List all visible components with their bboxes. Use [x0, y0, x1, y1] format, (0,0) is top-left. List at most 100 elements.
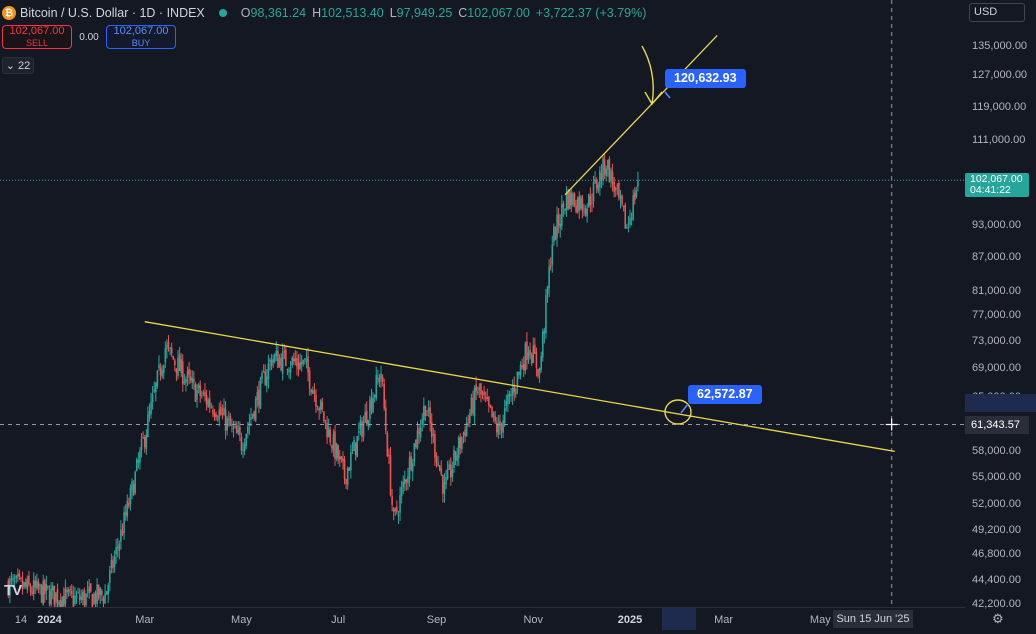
candle-body — [189, 376, 192, 381]
candle-body — [369, 399, 371, 420]
candle-body — [143, 437, 146, 447]
candle-body — [430, 422, 433, 438]
candle-body — [553, 226, 555, 242]
sell-button[interactable]: 102,067.00 SELL — [2, 25, 72, 49]
candle-body — [72, 595, 75, 607]
candle-body — [568, 190, 571, 210]
candle-body — [606, 159, 609, 170]
candle-body — [224, 409, 227, 431]
candle-body — [142, 437, 144, 439]
candle-body — [29, 586, 32, 592]
candle-body — [570, 192, 573, 206]
candle-body — [438, 465, 441, 470]
candle-body — [204, 392, 206, 396]
candle-body — [215, 414, 217, 418]
candle-body — [97, 584, 100, 599]
candle-body — [20, 578, 22, 580]
candle-body — [424, 405, 427, 417]
candle-body — [319, 400, 322, 410]
candle-body — [515, 388, 517, 395]
candle-body — [262, 371, 265, 373]
candle-body — [259, 378, 262, 409]
candle-body — [113, 556, 116, 567]
symbol-title[interactable]: Bitcoin / U.S. Dollar · 1D · INDEX — [20, 6, 205, 20]
candle-body — [502, 420, 504, 433]
candle-body — [484, 397, 487, 399]
candle-body — [91, 594, 94, 607]
current-price-label: 102,067.00 — [970, 173, 1023, 185]
time-axis[interactable] — [0, 607, 965, 634]
candle-body — [158, 364, 160, 369]
candle-body — [613, 181, 615, 193]
price-axis-label: 77,000.00 — [972, 309, 1021, 322]
candle-body — [372, 398, 374, 413]
candle-body — [581, 198, 584, 211]
candle-body — [145, 435, 148, 449]
candle-body — [191, 378, 194, 383]
candle-body — [194, 383, 197, 402]
candle-body — [394, 508, 397, 512]
candle-body — [462, 432, 465, 436]
time-axis-label: Sep — [426, 614, 447, 626]
candle-body — [109, 570, 111, 584]
candle-body — [48, 591, 51, 605]
candle-body — [457, 437, 460, 458]
candle-body — [188, 369, 190, 375]
candle-body — [283, 350, 286, 352]
candle-body — [561, 204, 563, 226]
open-key: O — [240, 6, 251, 20]
candle-body — [80, 596, 83, 600]
candle-body — [451, 469, 454, 478]
currency-select[interactable]: USD — [969, 3, 1025, 22]
candle-body — [177, 357, 179, 377]
candle-body — [511, 387, 514, 396]
candle-body — [175, 368, 178, 373]
candle-body — [614, 187, 617, 191]
candle-body — [473, 387, 476, 416]
gear-icon[interactable]: ⚙ — [992, 611, 1004, 626]
indicators-toggle[interactable]: ⌄ 22 — [2, 57, 34, 74]
crosshair-price-tag: 61,343.57 — [965, 416, 1029, 434]
tradingview-logo[interactable]: TV — [4, 582, 22, 599]
candle-body — [64, 588, 67, 604]
candle-body — [123, 512, 125, 534]
candle-body — [526, 341, 528, 360]
candle-body — [156, 370, 159, 387]
candle-body — [362, 421, 365, 437]
candle-body — [370, 397, 373, 411]
candle-body — [353, 439, 355, 451]
candle-body — [337, 445, 339, 461]
close-key: C — [458, 6, 468, 20]
candle-body — [407, 476, 409, 484]
candle-body — [135, 459, 138, 471]
candle-body — [415, 440, 417, 447]
candle-body — [161, 369, 163, 377]
candle-body — [74, 595, 76, 604]
candle-body — [610, 169, 612, 181]
chevron-down-icon: ⌄ — [5, 60, 15, 72]
candle-body — [66, 589, 68, 592]
candle-body — [12, 577, 14, 581]
candle-body — [513, 385, 516, 393]
buy-button[interactable]: 102,067.00 BUY — [106, 25, 176, 49]
candle-body — [377, 378, 379, 380]
candle-body — [521, 365, 523, 368]
candle-body — [334, 431, 336, 459]
candle-body — [461, 437, 463, 450]
candle-body — [280, 357, 282, 371]
candle-body — [212, 409, 214, 414]
candle-body — [456, 455, 458, 462]
candle-body — [467, 419, 470, 421]
candle-body — [603, 159, 606, 175]
candle-body — [216, 419, 219, 421]
candle-body — [324, 420, 327, 422]
indicators-count: 22 — [17, 59, 31, 72]
candle-body — [253, 411, 255, 419]
candle-body — [151, 394, 154, 403]
candle-body — [124, 512, 127, 516]
open-value: 98,361.24 — [250, 6, 307, 20]
candle-body — [392, 508, 395, 512]
candle-body — [345, 478, 347, 485]
candle-body — [454, 451, 457, 461]
